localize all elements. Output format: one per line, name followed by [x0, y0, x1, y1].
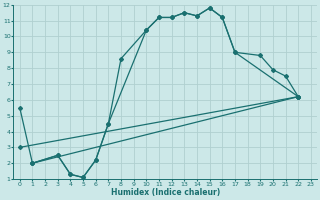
X-axis label: Humidex (Indice chaleur): Humidex (Indice chaleur)	[111, 188, 220, 197]
